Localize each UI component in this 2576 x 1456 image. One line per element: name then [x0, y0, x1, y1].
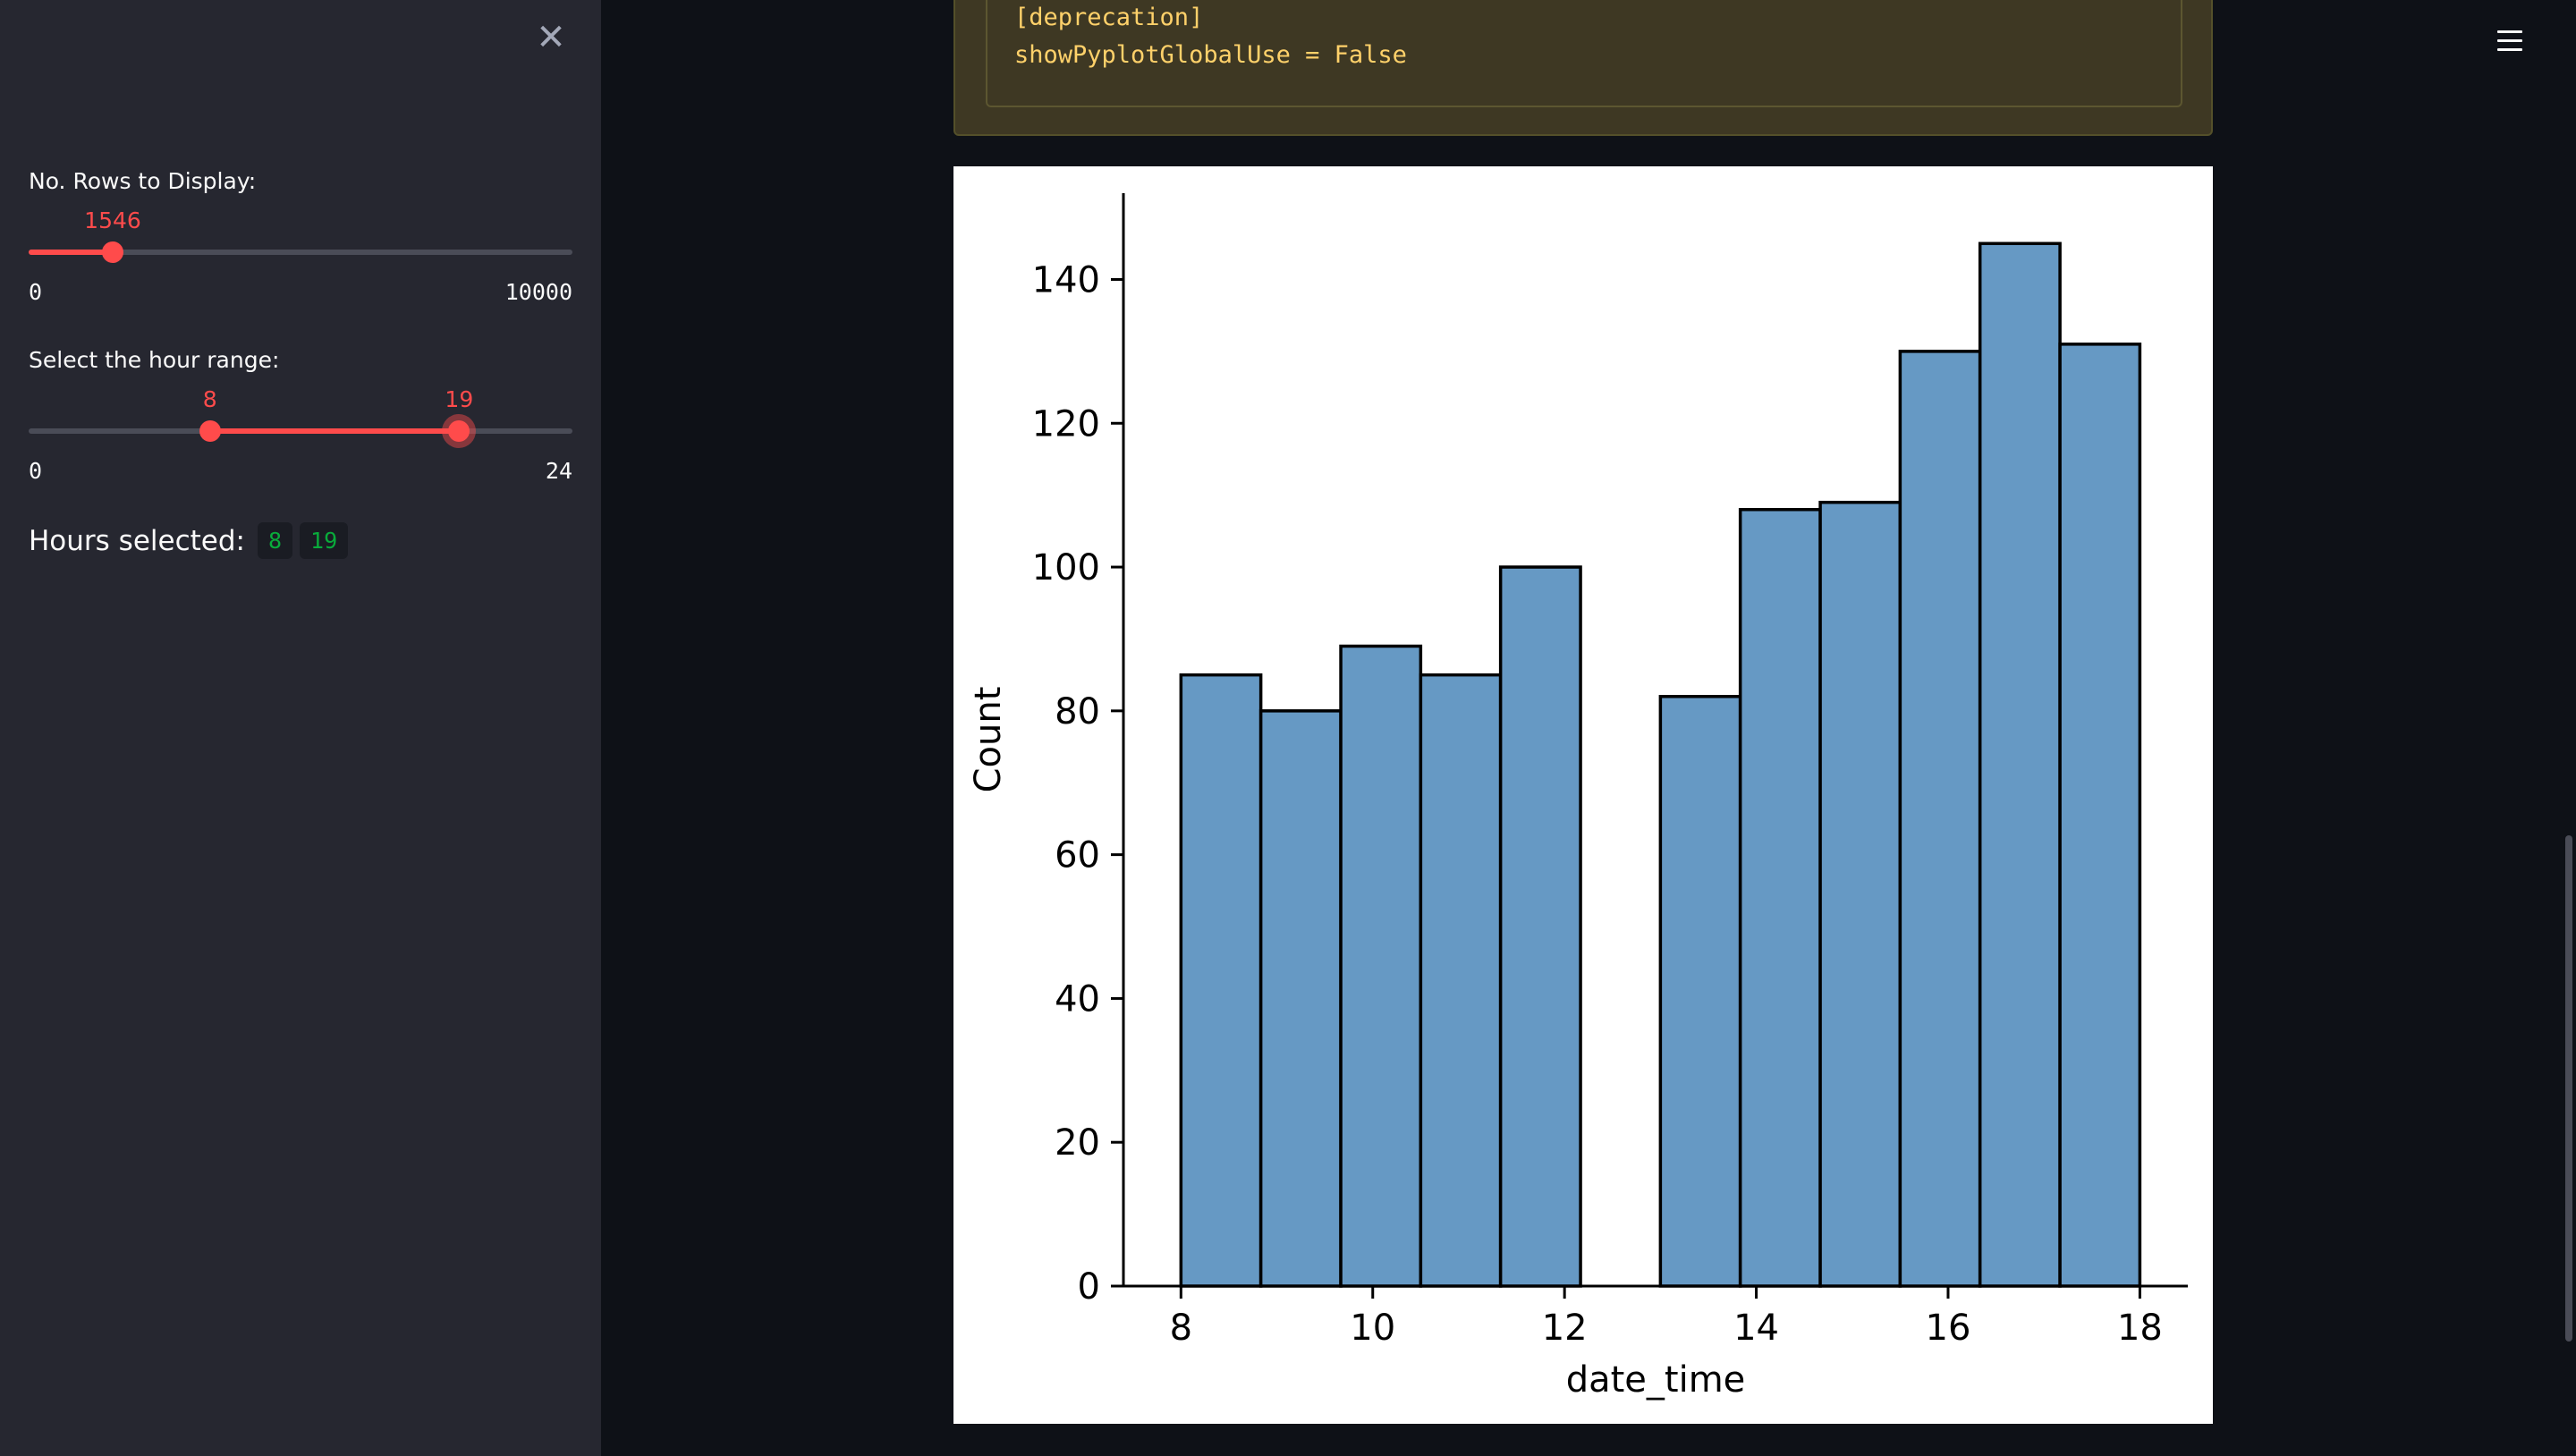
hamburger-menu-icon[interactable]: [2492, 23, 2528, 59]
histogram-bar: [1179, 673, 1263, 1288]
x-tick-label: 14: [1733, 1308, 1779, 1349]
histogram-bar: [1258, 709, 1343, 1288]
x-tick-label: 16: [1926, 1308, 1971, 1349]
rows-slider-max: 10000: [504, 279, 572, 305]
histogram-bar: [1419, 673, 1503, 1288]
histogram-chart: 0 20 40 60 80 100 120 140 8 10 12 14 16 18 date_time Co…: [953, 166, 2213, 1424]
y-tick-label: 120: [1032, 403, 1100, 444]
y-tick-label: 20: [1055, 1122, 1100, 1164]
histogram-bar: [1339, 644, 1423, 1288]
scrollbar[interactable]: [2565, 835, 2572, 1342]
x-tick-label: 12: [1542, 1308, 1588, 1349]
sidebar: ✕ No. Rows to Display: 1546 0 10000 Sele…: [0, 0, 601, 1456]
hour-slider-low-value: 8: [202, 386, 217, 412]
rows-slider-value: 1546: [84, 207, 141, 233]
y-tick-label: 80: [1055, 691, 1100, 732]
rows-slider-fill: [29, 250, 113, 255]
y-tick-label: 140: [1032, 259, 1100, 301]
histogram-bar: [1498, 565, 1582, 1288]
hour-slider-min: 0: [29, 458, 43, 484]
rows-slider-label: No. Rows to Display:: [29, 168, 257, 194]
hour-slider-label: Select the hour range:: [29, 347, 280, 373]
hour-slider-fill: [209, 428, 460, 434]
warning-code-block: [986, 0, 2182, 107]
histogram-bar: [1738, 507, 1822, 1288]
y-tick-label: 100: [1032, 547, 1100, 588]
x-tick-label: 8: [1170, 1308, 1192, 1349]
x-tick-label: 18: [2117, 1308, 2163, 1349]
histogram-bar: [1978, 241, 2062, 1288]
hour-slider-track[interactable]: [29, 420, 572, 442]
y-tick-label: 40: [1055, 978, 1100, 1020]
histogram-svg: 0 20 40 60 80 100 120 140 8 10 12 14 16 18 date_time Co…: [968, 193, 2188, 1401]
hours-selected: Hours selected: 8 19: [29, 522, 349, 559]
hours-selected-label: Hours selected:: [29, 524, 245, 557]
rows-slider-min: 0: [29, 279, 43, 305]
y-axis-label: Count: [968, 687, 1009, 793]
histogram-bar: [1818, 500, 1902, 1288]
hours-selected-high: 19: [300, 522, 349, 559]
hour-slider-high-thumb[interactable]: [448, 420, 470, 442]
hour-slider-max: 24: [545, 458, 572, 484]
y-tick-label: 60: [1055, 835, 1100, 876]
warning-line-2: showPyplotGlobalUse = False: [1014, 41, 1407, 69]
deprecation-warning: [953, 0, 2213, 136]
close-icon[interactable]: ✕: [536, 17, 566, 58]
rows-slider-track[interactable]: [29, 241, 572, 263]
hours-selected-low: 8: [257, 522, 293, 559]
x-tick-label: 10: [1350, 1308, 1395, 1349]
y-tick-label: 0: [1078, 1266, 1100, 1308]
rows-slider-thumb[interactable]: [101, 241, 123, 263]
hour-slider-low-thumb[interactable]: [199, 420, 221, 442]
x-axis-label: date_time: [1566, 1359, 1746, 1401]
histogram-bar: [1658, 695, 1742, 1288]
warning-line-1: [deprecation]: [1014, 4, 1204, 31]
histogram-bar: [1898, 350, 1982, 1288]
hour-slider-high-value: 19: [445, 386, 474, 412]
histogram-bar: [2058, 343, 2142, 1288]
